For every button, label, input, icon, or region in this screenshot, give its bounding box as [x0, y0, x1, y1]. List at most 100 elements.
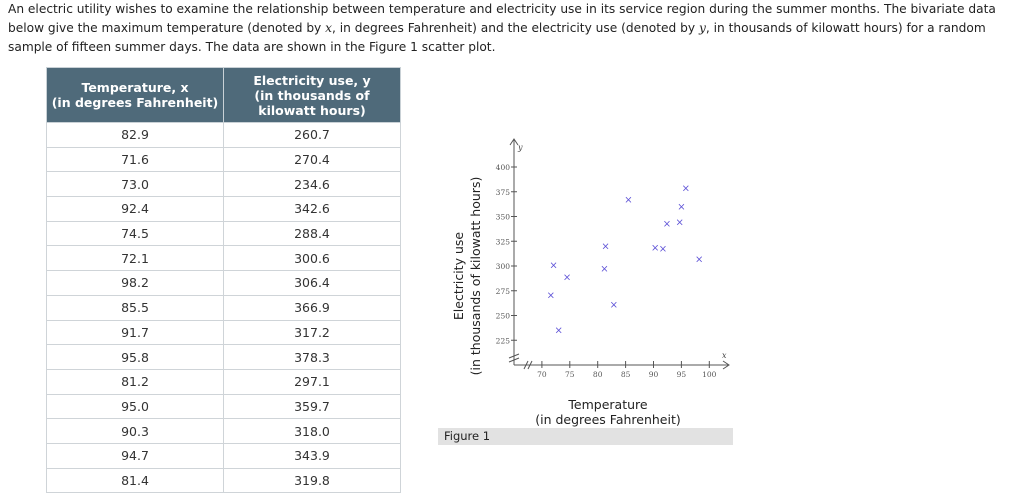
- intro-text-3: , in thousands of kilowatt hours) for a …: [8, 21, 986, 54]
- header-electricity-line1: Electricity use, y: [253, 72, 371, 88]
- y-tick-label: 300: [496, 262, 511, 271]
- x-tick-label: 95: [677, 370, 687, 379]
- scatter-point: ×: [554, 326, 562, 337]
- cell-electricity: 270.4: [223, 146, 401, 173]
- intro-var-x: x: [325, 21, 333, 35]
- cell-temperature: 85.5: [46, 294, 224, 321]
- y-tick-label: 350: [496, 213, 511, 222]
- cell-temperature: 95.0: [46, 393, 224, 420]
- cell-temperature: 81.4: [46, 467, 224, 493]
- x-tick-label: 80: [593, 370, 603, 379]
- x-tick-label: 85: [621, 370, 631, 379]
- scatter-point: ×: [549, 260, 557, 271]
- x-tick-label: 90: [649, 370, 659, 379]
- scatter-plot: x y 225 250 275 300 325 350 375 400 70 75 80 85 90 95 10…: [496, 138, 730, 379]
- header-electricity-line2: (in thousands of: [254, 87, 370, 103]
- table-row: 73.0 234.6: [46, 171, 401, 198]
- table-row: 98.2 306.4: [46, 270, 401, 296]
- cell-temperature: 91.7: [46, 319, 224, 346]
- table-row: 82.9 260.7: [46, 122, 401, 148]
- cell-temperature: 73.0: [46, 171, 224, 198]
- cell-temperature: 94.7: [46, 442, 224, 469]
- cell-temperature: 71.6: [46, 146, 224, 173]
- table-row: 91.7 317.2: [46, 319, 401, 346]
- y-tick-label: 225: [496, 336, 511, 345]
- intro-paragraph: An electric utility wishes to examine th…: [8, 0, 1016, 57]
- scatter-point: ×: [563, 272, 571, 283]
- x-axis-label-line1: Temperature: [568, 397, 648, 412]
- header-temperature: Temperature, x (in degrees Fahrenheit): [46, 67, 224, 123]
- cell-temperature: 81.2: [46, 368, 224, 395]
- cell-temperature: 82.9: [46, 122, 224, 148]
- header-temperature-line2: (in degrees Fahrenheit): [51, 95, 219, 110]
- x-axis-arrow: [722, 360, 730, 370]
- x-tick-label: 75: [565, 370, 575, 379]
- scatter-point: ×: [682, 183, 690, 194]
- cell-electricity: 342.6: [223, 196, 401, 222]
- scatter-point: ×: [624, 195, 632, 206]
- cell-temperature: 98.2: [46, 270, 224, 296]
- table-row: 94.7 343.9: [46, 442, 401, 469]
- y-axis-arrow: [509, 138, 519, 146]
- cell-electricity: 378.3: [223, 344, 401, 370]
- table-row: 81.4 319.8: [46, 467, 401, 493]
- figure-caption: Figure 1: [438, 428, 733, 445]
- cell-temperature: 90.3: [46, 418, 224, 444]
- header-electricity: Electricity use, y (in thousands of kilo…: [223, 67, 401, 123]
- y-axis-break: [508, 353, 520, 363]
- table-row: 72.1 300.6: [46, 245, 401, 272]
- scatter-point: ×: [659, 244, 667, 255]
- scatter-point: ×: [651, 243, 659, 254]
- cell-electricity: 366.9: [223, 294, 401, 321]
- intro-var-y: y: [698, 21, 706, 35]
- x-axis-label-line2: (in degrees Fahrenheit): [535, 412, 681, 427]
- cell-electricity: 318.0: [223, 418, 401, 444]
- y-tick-label: 400: [496, 163, 511, 172]
- y-tick-label: 375: [496, 188, 511, 197]
- cell-electricity: 343.9: [223, 442, 401, 469]
- intro-text-1: An electric utility wishes to examine th…: [8, 2, 996, 35]
- cell-temperature: 92.4: [46, 196, 224, 222]
- y-axis-label: Electricity use (in thousands of kilowat…: [450, 176, 484, 376]
- cell-temperature: 74.5: [46, 220, 224, 247]
- cell-electricity: 297.1: [223, 368, 401, 395]
- x-tick-label: 70: [537, 370, 547, 379]
- y-tick-label: 250: [496, 312, 511, 321]
- cell-electricity: 260.7: [223, 122, 401, 148]
- cell-temperature: 95.8: [46, 344, 224, 370]
- x-tick-label: 100: [702, 370, 717, 379]
- table-row: 95.8 378.3: [46, 344, 401, 370]
- table-row: 81.2 297.1: [46, 368, 401, 395]
- y-axis-label-line1: Electricity use: [451, 231, 466, 321]
- data-table: Temperature, x (in degrees Fahrenheit) E…: [46, 67, 401, 493]
- scatter-point: ×: [547, 290, 555, 301]
- table-row: 90.3 318.0: [46, 418, 401, 444]
- table-row: 71.6 270.4: [46, 146, 401, 173]
- cell-electricity: 234.6: [223, 171, 401, 198]
- scatter-point: ×: [695, 255, 703, 266]
- intro-text-2: , in degrees Fahrenheit) and the electri…: [332, 21, 699, 35]
- scatter-point: ×: [610, 300, 618, 311]
- scatter-point: ×: [677, 202, 685, 213]
- x-axis-label: Temperature (in degrees Fahrenheit): [505, 397, 711, 427]
- cell-electricity: 306.4: [223, 270, 401, 296]
- y-tick-label: 275: [496, 287, 511, 296]
- cell-electricity: 317.2: [223, 319, 401, 346]
- cell-electricity: 288.4: [223, 220, 401, 247]
- table-row: 85.5 366.9: [46, 294, 401, 321]
- x-axis-break: [523, 360, 533, 370]
- table-row: 74.5 288.4: [46, 220, 401, 247]
- table-row: 95.0 359.7: [46, 393, 401, 420]
- table-row: 92.4 342.6: [46, 196, 401, 222]
- cell-temperature: 72.1: [46, 245, 224, 272]
- x-axis-letter: x: [722, 351, 727, 360]
- cell-electricity: 300.6: [223, 245, 401, 272]
- y-axis-letter: y: [517, 143, 523, 152]
- scatter-point: ×: [601, 241, 609, 252]
- header-temperature-line1: Temperature, x: [81, 80, 189, 95]
- cell-electricity: 319.8: [223, 467, 401, 493]
- table-body: 82.9 260.7 71.6 270.4 73.0 234.6 92.4 342.6 74.5…: [46, 122, 401, 493]
- y-tick-label: 325: [496, 237, 511, 246]
- cell-electricity: 359.7: [223, 393, 401, 420]
- scatter-point: ×: [600, 264, 608, 275]
